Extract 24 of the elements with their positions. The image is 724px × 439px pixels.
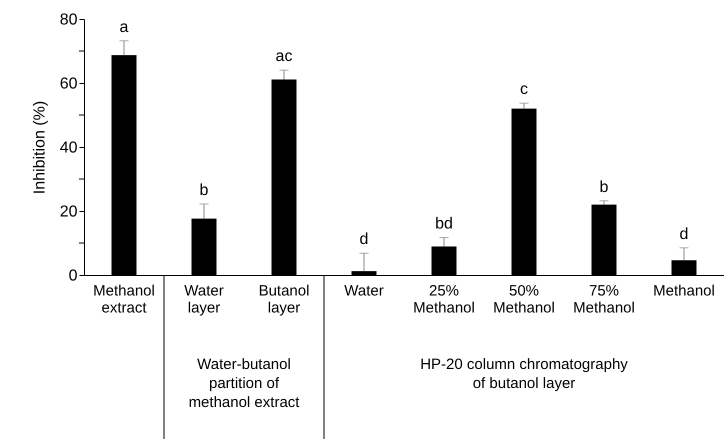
x-tick-label: Methanol extract: [93, 282, 155, 316]
x-tick-label: 75% Methanol: [573, 282, 635, 316]
annotation: bd: [435, 216, 453, 233]
annotation: ac: [276, 48, 292, 66]
y-tick-label: 60: [60, 76, 78, 92]
x-tick-label: Butanol layer: [258, 282, 310, 316]
annotation: d: [680, 226, 688, 243]
y-tick-label: 40: [60, 140, 78, 156]
text: HP-20 column chromatography of butanol layer: [420, 356, 628, 392]
x-tick-label: Water: [344, 282, 384, 300]
annotation: b: [200, 182, 209, 199]
x-tick-label: Methanol: [653, 282, 715, 300]
x-tick-label: Water layer: [184, 282, 224, 316]
annotation: b: [600, 178, 609, 196]
y-axis-title: Inhibition (%): [32, 100, 49, 194]
annotation: d: [360, 231, 368, 248]
annotation: c: [520, 81, 528, 98]
x-tick-label: 50% Methanol: [493, 282, 555, 316]
y-tick-label: 0: [68, 268, 78, 284]
text: Water-butanol partition of methanol extract: [188, 356, 300, 411]
annotation: a: [120, 18, 129, 36]
y-tick-label: 80: [60, 12, 78, 28]
y-tick-label: 20: [60, 204, 78, 220]
x-tick-label: 25% Methanol: [413, 282, 475, 316]
